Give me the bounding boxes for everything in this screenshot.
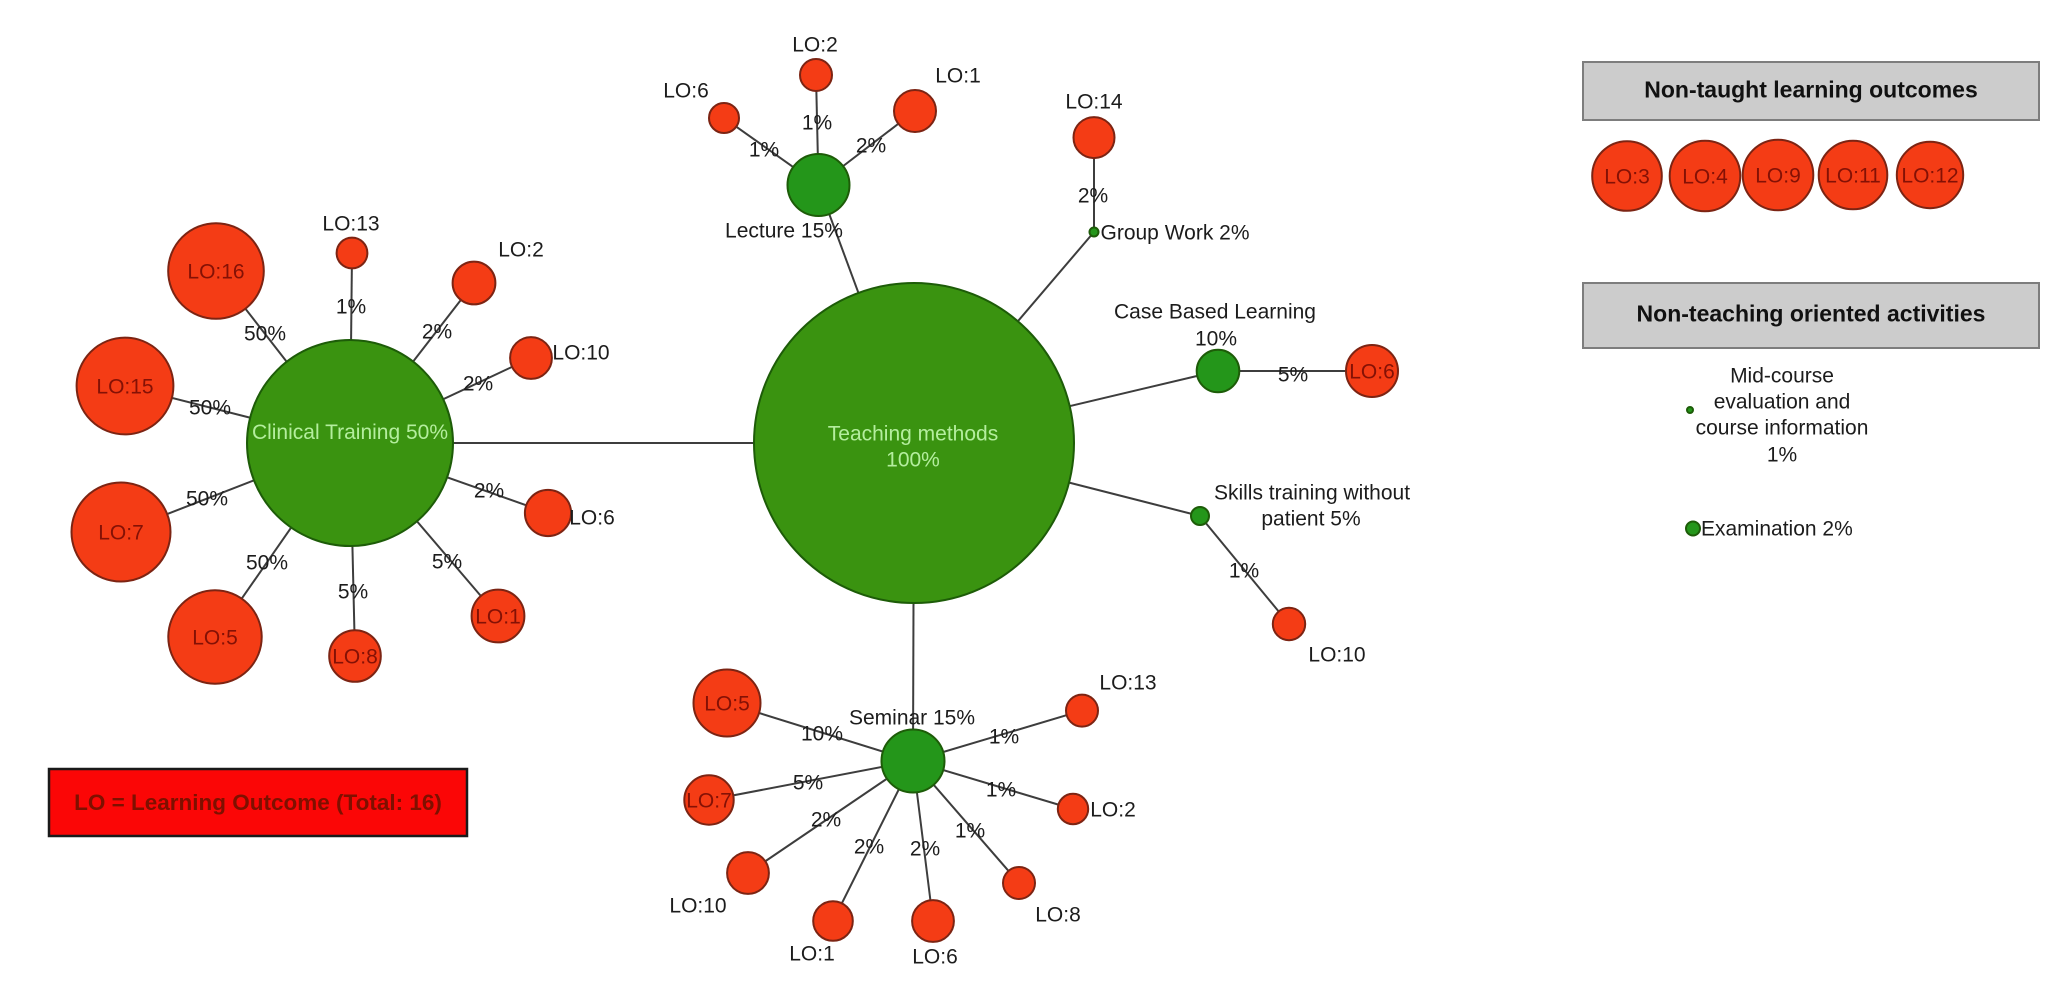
svg-text:2%: 2% [1078, 185, 1108, 208]
svg-text:2%: 2% [463, 373, 493, 396]
svg-text:LO:12: LO:12 [1901, 165, 1958, 188]
svg-text:2%: 2% [422, 321, 452, 344]
svg-text:LO:6: LO:6 [1349, 361, 1395, 384]
svg-text:LO:13: LO:13 [1099, 672, 1156, 695]
svg-text:LO:8: LO:8 [332, 646, 378, 669]
svg-text:Mid-course: Mid-course [1730, 365, 1834, 388]
svg-text:5%: 5% [338, 581, 368, 604]
svg-text:Lecture 15%: Lecture 15% [725, 220, 843, 243]
svg-text:1%: 1% [1767, 444, 1797, 467]
svg-text:Seminar 15%: Seminar 15% [849, 707, 975, 730]
svg-text:LO:11: LO:11 [1825, 165, 1881, 188]
svg-text:Examination 2%: Examination 2% [1701, 518, 1853, 541]
svg-text:1%: 1% [989, 726, 1019, 749]
svg-text:LO:1: LO:1 [935, 65, 981, 88]
svg-text:evaluation and: evaluation and [1714, 391, 1851, 414]
svg-text:5%: 5% [432, 551, 462, 574]
svg-text:1%: 1% [802, 112, 832, 135]
svg-text:LO:14: LO:14 [1065, 91, 1123, 114]
svg-text:2%: 2% [811, 809, 841, 832]
svg-text:LO:5: LO:5 [192, 627, 238, 650]
svg-text:Teaching methods: Teaching methods [828, 423, 998, 446]
svg-text:1%: 1% [955, 820, 985, 843]
svg-text:LO:9: LO:9 [1755, 165, 1801, 188]
svg-text:1%: 1% [986, 779, 1016, 802]
svg-text:LO:10: LO:10 [552, 342, 609, 365]
svg-text:LO:13: LO:13 [322, 213, 379, 236]
svg-text:LO:2: LO:2 [498, 239, 544, 262]
svg-text:50%: 50% [186, 488, 228, 511]
svg-text:LO:3: LO:3 [1604, 166, 1650, 189]
svg-text:LO:10: LO:10 [669, 895, 726, 918]
svg-text:10%: 10% [1195, 328, 1237, 351]
svg-text:1%: 1% [1229, 560, 1259, 583]
svg-text:2%: 2% [910, 838, 940, 861]
svg-text:LO:5: LO:5 [704, 693, 750, 716]
svg-text:2%: 2% [856, 135, 886, 158]
svg-text:LO:6: LO:6 [569, 507, 615, 530]
svg-text:50%: 50% [246, 552, 288, 575]
svg-text:LO:4: LO:4 [1682, 166, 1728, 189]
svg-text:1%: 1% [336, 296, 366, 319]
svg-text:100%: 100% [886, 449, 940, 472]
svg-text:1%: 1% [749, 139, 779, 162]
svg-text:5%: 5% [1278, 364, 1308, 387]
svg-text:patient 5%: patient 5% [1261, 508, 1360, 531]
svg-text:LO:8: LO:8 [1035, 904, 1081, 927]
svg-text:LO:2: LO:2 [1090, 799, 1136, 822]
svg-text:LO:1: LO:1 [789, 943, 835, 966]
svg-text:50%: 50% [244, 323, 286, 346]
svg-text:Clinical Training 50%: Clinical Training 50% [252, 421, 448, 444]
svg-text:Non-taught learning outcomes: Non-taught learning outcomes [1644, 77, 1978, 103]
svg-text:LO:7: LO:7 [686, 790, 732, 813]
svg-text:LO:2: LO:2 [792, 34, 838, 57]
svg-text:2%: 2% [854, 836, 884, 859]
svg-text:Skills training without: Skills training without [1214, 482, 1410, 505]
svg-text:Non-teaching oriented activiti: Non-teaching oriented activities [1637, 301, 1986, 327]
svg-text:LO:16: LO:16 [187, 261, 244, 284]
svg-text:LO:1: LO:1 [475, 606, 521, 629]
svg-text:LO:6: LO:6 [663, 80, 709, 103]
svg-text:LO = Learning Outcome (Total:: LO = Learning Outcome (Total: 16) [74, 790, 442, 815]
svg-text:50%: 50% [189, 397, 231, 420]
svg-text:10%: 10% [801, 723, 843, 746]
svg-text:Case Based Learning: Case Based Learning [1114, 301, 1316, 324]
svg-text:LO:15: LO:15 [96, 376, 153, 399]
svg-text:Group Work 2%: Group Work 2% [1101, 222, 1250, 245]
svg-text:LO:10: LO:10 [1308, 644, 1365, 667]
svg-text:2%: 2% [474, 480, 504, 503]
svg-text:LO:6: LO:6 [912, 946, 958, 969]
svg-text:course information: course information [1696, 417, 1869, 440]
svg-text:5%: 5% [793, 772, 823, 795]
svg-text:LO:7: LO:7 [98, 522, 144, 545]
